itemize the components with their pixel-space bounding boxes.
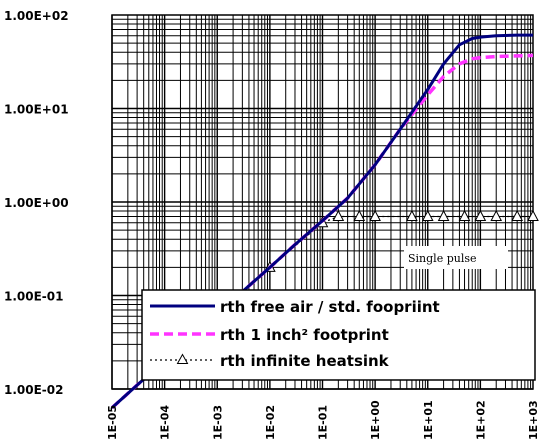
- series-point-triangle: [437, 209, 450, 221]
- series-point-triangle: [353, 209, 366, 221]
- annotation-box: Single pulse: [404, 246, 508, 269]
- legend-label-1inch: rth 1 inch² footprint: [220, 326, 389, 344]
- y-tick-label: 1.00E-02: [4, 383, 63, 397]
- y-axis-tick-labels: 1.00E-02 1.00E-01 1.00E+00 1.00E+01 1.00E+02: [4, 9, 69, 397]
- series-point-triangle: [474, 209, 487, 221]
- x-tick-label: 1E-01: [317, 405, 330, 440]
- x-tick-label: 1E+00: [369, 400, 382, 440]
- x-tick-label: 1E-04: [159, 405, 172, 440]
- plot-frame: [111, 14, 534, 390]
- x-tick-label: 1E+03: [527, 400, 540, 440]
- series-point-triangle: [511, 209, 523, 221]
- series-point-triangle: [458, 209, 471, 221]
- series-point-triangle: [490, 209, 503, 221]
- series-point-triangle: [332, 209, 345, 221]
- x-tick-label: 1E-03: [211, 405, 224, 440]
- legend-label-infinite: rth infinite heatsink: [220, 352, 390, 370]
- x-tick-label: 1E-02: [264, 405, 277, 440]
- y-tick-label: 1.00E-01: [4, 290, 63, 304]
- legend-label-free-air: rth free air / std. foopriint: [220, 298, 440, 316]
- y-tick-label: 1.00E+01: [4, 103, 69, 117]
- x-axis-tick-labels: 1E-05 1E-04 1E-03 1E-02 1E-01 1E+00 1E+01 1E+02…: [106, 400, 540, 440]
- x-tick-label: 1E+02: [474, 400, 487, 440]
- series-point-triangle: [406, 209, 418, 221]
- series-point-triangle: [421, 209, 434, 221]
- legend-triangle-marker: [176, 353, 189, 364]
- x-tick-label: 1E-05: [106, 405, 119, 440]
- annotation-single-pulse: Single pulse: [408, 252, 477, 265]
- series-point-triangle: [527, 209, 539, 221]
- x-tick-label: 1E+01: [422, 400, 435, 440]
- y-tick-label: 1.00E+02: [4, 9, 69, 23]
- series-point-triangle: [369, 209, 381, 221]
- legend: rth free air / std. foopriint rth 1 inch…: [141, 289, 536, 381]
- y-tick-label: 1.00E+00: [4, 196, 69, 210]
